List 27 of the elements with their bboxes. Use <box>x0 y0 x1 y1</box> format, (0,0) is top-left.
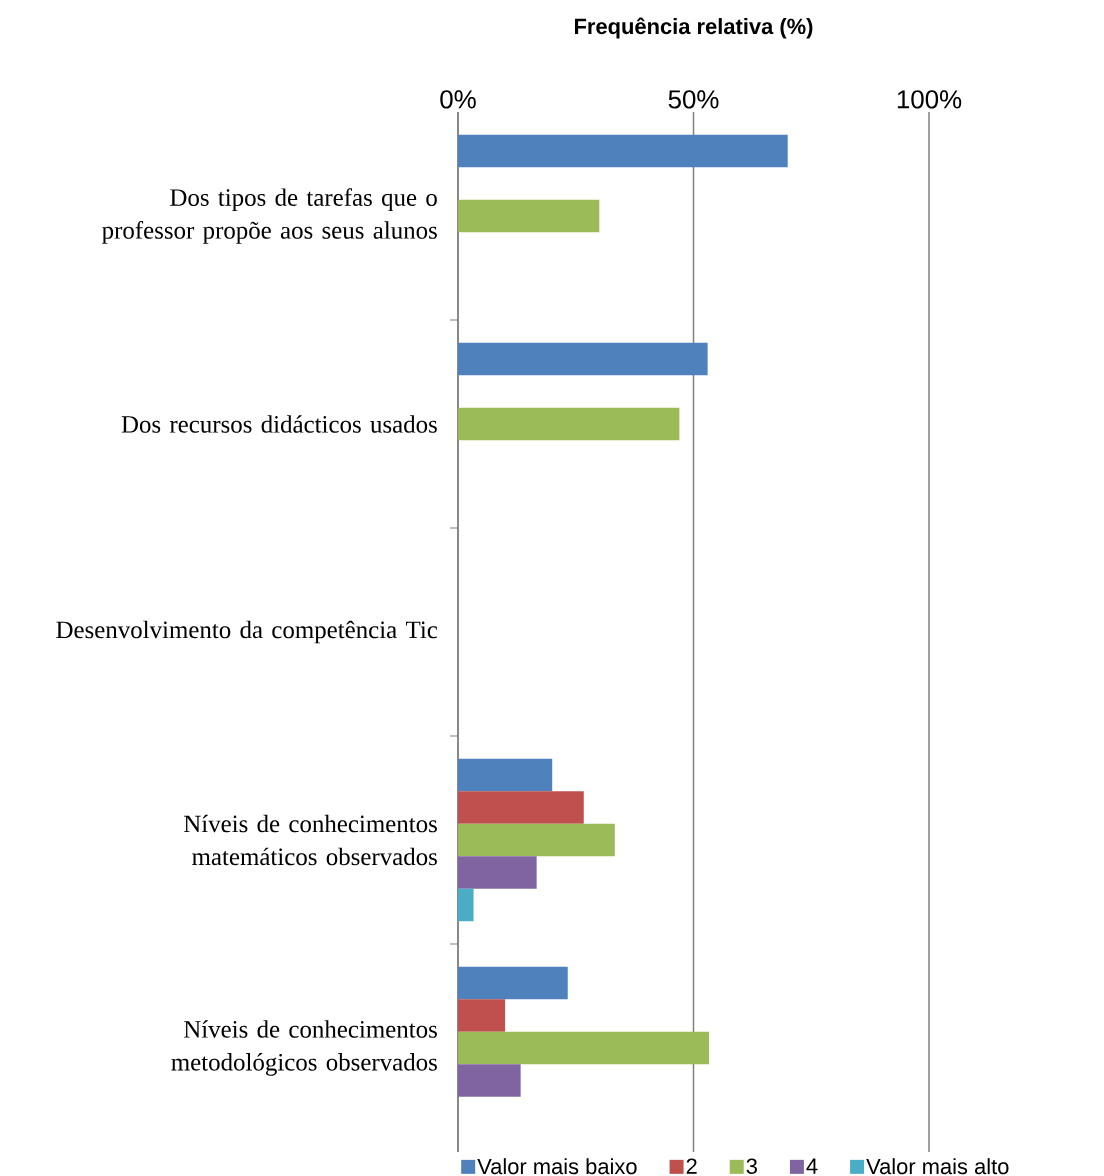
y-tick-label: Dos tipos de tarefas que o professor propõe aos seus alunos <box>102 188 437 244</box>
legend-label: Valor mais alto <box>866 1158 1009 1175</box>
x-axis-title: Frequência relativa (%) <box>574 17 813 39</box>
legend-label: 2 <box>686 1158 697 1174</box>
bar <box>458 823 615 857</box>
bar <box>458 342 708 376</box>
y-tick-label: Níveis de conhecimentos matemáticos observados <box>183 814 437 866</box>
bar <box>458 888 474 922</box>
y-tick-label: Dos recursos didácticos usados <box>121 415 437 433</box>
bar <box>458 856 537 889</box>
bar <box>458 791 584 824</box>
legend-label: 4 <box>806 1158 818 1174</box>
x-tick-label: 100% <box>897 90 962 109</box>
bar <box>458 407 680 441</box>
legend-label: 3 <box>746 1158 757 1174</box>
y-tick-label: Níveis de conhecimentos metodológicos observados <box>171 1020 437 1076</box>
bar <box>458 1064 521 1097</box>
bar <box>458 999 506 1032</box>
bar <box>458 134 788 168</box>
bar <box>458 758 553 792</box>
x-tick-label: 50% <box>668 90 719 109</box>
y-tick-label: Desenvolvimento da competência Tic <box>56 620 438 644</box>
bar <box>458 1031 710 1065</box>
bar <box>458 199 600 233</box>
bar <box>458 966 568 1000</box>
legend-label: Valor mais baixo <box>477 1158 637 1175</box>
x-tick-label: 0% <box>440 90 476 109</box>
